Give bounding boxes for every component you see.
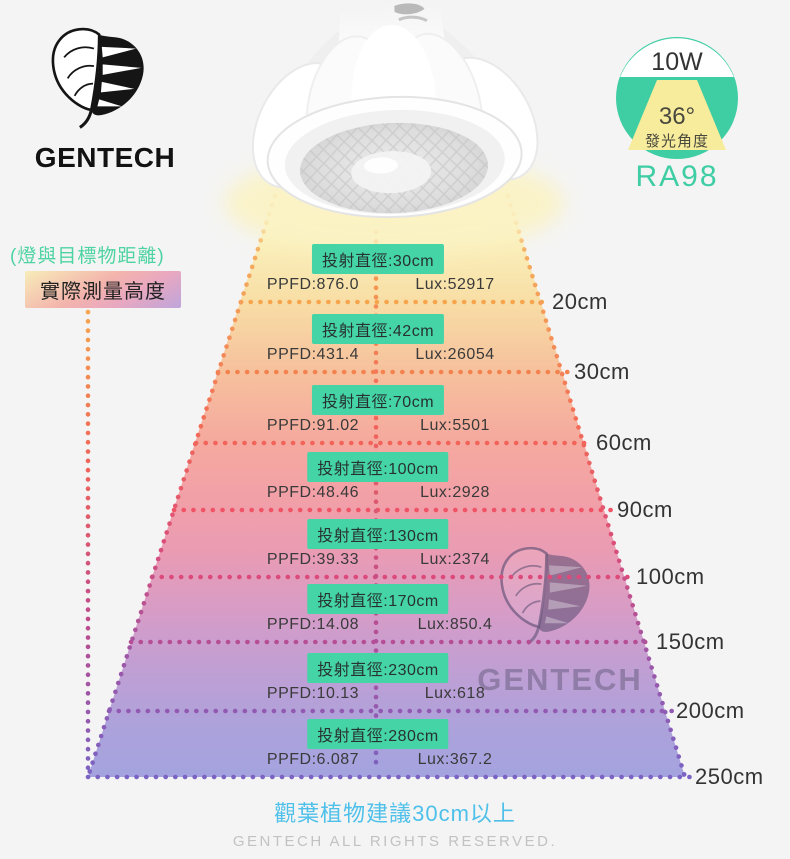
cri-value: RA98 xyxy=(635,160,719,193)
distance-label: 150cm xyxy=(656,629,725,654)
ppfd-value: PPFD:48.46 xyxy=(266,484,360,501)
ppfd-value: PPFD:10.13 xyxy=(266,685,360,702)
brand-logo-text: GENTECH xyxy=(34,142,176,173)
measured-height-label: 實際測量高度 xyxy=(25,271,181,308)
cone-left-edge xyxy=(85,193,278,780)
led-lamp-image xyxy=(251,0,539,219)
cone-right-edge xyxy=(505,193,688,780)
distance-label: 30cm xyxy=(574,359,630,384)
diameter-badge: 投射直徑:100cm xyxy=(307,452,449,482)
distance-label: 60cm xyxy=(596,430,652,455)
distance-note-label: (燈與目標物距離) xyxy=(10,246,165,267)
beam-cone-icon xyxy=(628,80,726,150)
ppfd-value: PPFD:6.087 xyxy=(266,751,360,768)
diameter-badge: 投射直徑:42cm xyxy=(311,314,445,344)
plant-recommendation-text: 觀葉植物建議30cm以上 xyxy=(274,801,516,826)
diameter-badge: 投射直徑:280cm xyxy=(307,719,449,749)
watermark-text: GENTECH xyxy=(477,662,643,697)
distance-label: 250cm xyxy=(695,764,764,789)
ppfd-value: PPFD:431.4 xyxy=(266,346,360,363)
lux-value: Lux:52917 xyxy=(415,276,495,293)
beam-angle-label: 發光角度 xyxy=(645,133,709,150)
distance-label: 100cm xyxy=(636,564,705,589)
ppfd-value: PPFD:876.0 xyxy=(266,276,360,293)
diameter-badge: 投射直徑:30cm xyxy=(311,244,445,274)
diameter-badge: 投射直徑:70cm xyxy=(311,385,445,415)
ppfd-value: PPFD:91.02 xyxy=(266,417,360,434)
lux-value: Lux:26054 xyxy=(415,346,495,363)
beam-angle-value: 36° xyxy=(659,103,695,130)
lux-value: Lux:367.2 xyxy=(417,751,493,768)
lux-value: Lux:618 xyxy=(424,685,486,702)
light-cone xyxy=(88,193,685,777)
distance-label: 20cm xyxy=(552,289,608,314)
spec-badge: 10W 36° 發光角度 xyxy=(616,37,738,159)
watermark-leaf-icon xyxy=(500,546,590,645)
diameter-badge: 投射直徑:130cm xyxy=(307,519,449,549)
lux-value: Lux:5501 xyxy=(420,417,490,434)
distance-label: 90cm xyxy=(617,497,673,522)
copyright-text: GENTECH ALL RIGHTS RESERVED. xyxy=(232,833,558,850)
distance-label: 200cm xyxy=(676,698,745,723)
measurement-lines xyxy=(85,299,696,780)
diameter-badge: 投射直徑:170cm xyxy=(307,584,449,614)
spec-wattage-panel xyxy=(620,38,734,77)
wattage-value: 10W xyxy=(651,48,703,76)
diameter-badge: 投射直徑:230cm xyxy=(307,653,449,683)
lux-value: Lux:2374 xyxy=(420,551,490,568)
lux-value: Lux:2928 xyxy=(420,484,490,501)
ppfd-value: PPFD:14.08 xyxy=(266,616,360,633)
lux-value: Lux:850.4 xyxy=(417,616,493,633)
ppfd-value: PPFD:39.33 xyxy=(266,551,360,568)
brand-logo-leaf-icon xyxy=(51,27,144,129)
